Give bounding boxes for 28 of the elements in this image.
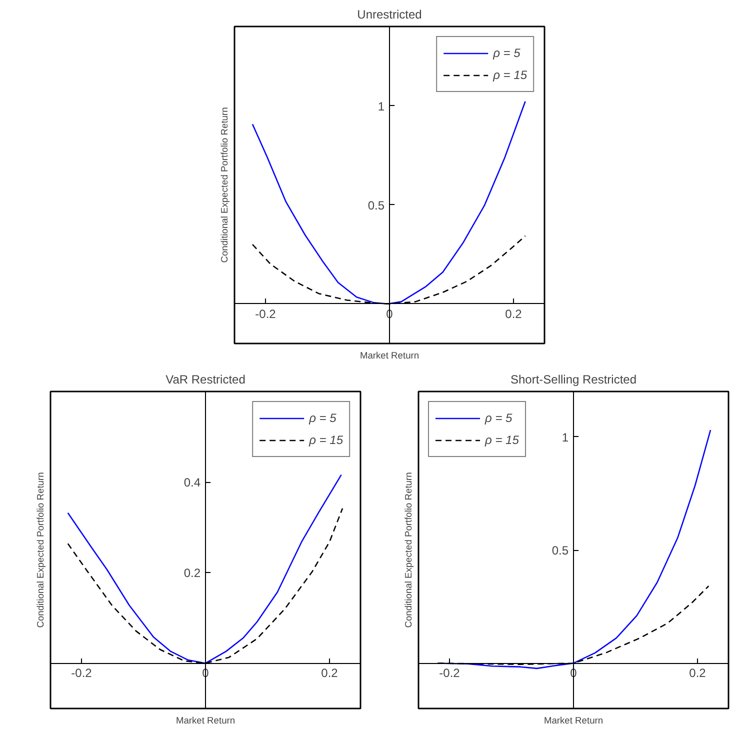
chart-title: Unrestricted — [357, 8, 422, 22]
legend-label: ρ = 15 — [485, 433, 519, 447]
x-tick-label: 0.2 — [321, 666, 338, 680]
x-tick-label: 0.2 — [689, 666, 706, 680]
y-tick-label: 1 — [562, 430, 569, 444]
line-series — [252, 100, 526, 305]
legend-label: ρ = 15 — [493, 68, 527, 82]
legend-label: ρ = 5 — [493, 46, 520, 60]
y-tick-label: 1 — [378, 99, 385, 114]
x-tick-label: -0.2 — [71, 666, 92, 680]
chart-title: Short-Selling Restricted — [510, 372, 637, 386]
x-tick-label: -0.2 — [439, 666, 460, 680]
y-tick-label: 0.4 — [184, 476, 201, 490]
legend-label: ρ = 15 — [309, 433, 343, 447]
y-tick-label: 0.5 — [552, 544, 569, 558]
x-tick-label: 0.2 — [505, 306, 522, 321]
x-axis-title: Market Return — [176, 716, 236, 726]
chart-title: VaR Restricted — [166, 372, 246, 386]
x-tick-label: -0.2 — [255, 306, 276, 321]
y-tick-label: 0.5 — [368, 198, 385, 212]
y-axis-title: Conditional Expected Portfolio Return — [36, 472, 46, 628]
y-axis-title: Conditional Expected Portfolio Return — [220, 107, 230, 263]
legend-label: ρ = 5 — [309, 411, 336, 425]
legend-label: ρ = 5 — [485, 411, 512, 425]
x-axis-title: Market Return — [360, 350, 420, 360]
x-axis-title: Market Return — [544, 716, 604, 726]
line-series — [67, 474, 342, 664]
y-axis-title: Conditional Expected Portfolio Return — [404, 472, 414, 628]
